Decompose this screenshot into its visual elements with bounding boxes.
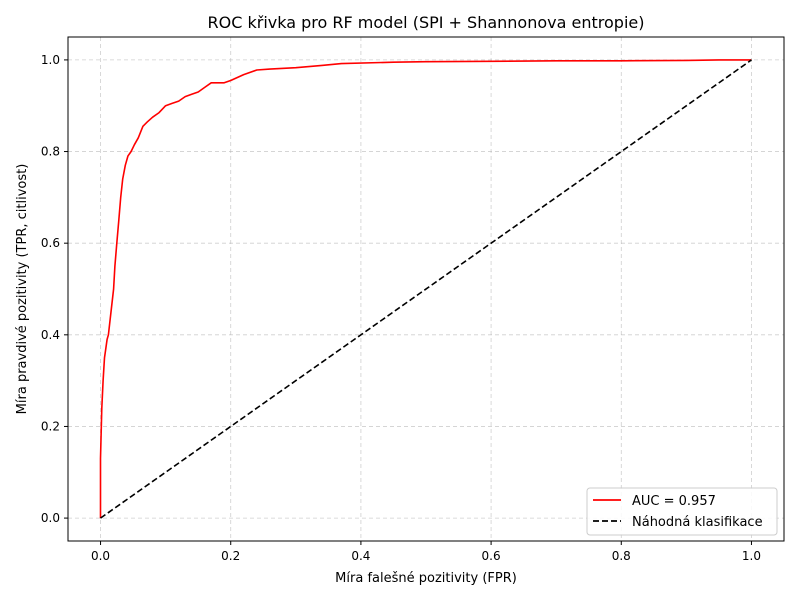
y-tick-label: 0.4 — [41, 328, 60, 342]
y-axis-label: Míra pravdivé pozitivity (TPR, citlivost… — [15, 164, 30, 415]
x-tick-label: 0.0 — [91, 549, 110, 563]
random-baseline-line — [100, 59, 752, 519]
plot-frame — [67, 36, 785, 542]
x-tick-label: 0.6 — [482, 549, 501, 563]
y-tick-label: 0.8 — [41, 145, 60, 159]
legend-label-auc: AUC = 0.957 — [632, 494, 716, 509]
x-axis-label: Míra falešné pozitivity (FPR) — [335, 571, 517, 586]
x-tick-label: 0.2 — [221, 549, 240, 563]
grid — [68, 37, 784, 541]
y-tick-label: 0.2 — [41, 419, 60, 433]
y-tick-label: 1.0 — [41, 53, 60, 67]
y-tick-label: 0.0 — [41, 511, 60, 525]
legend-label-random: Náhodná klasifikace — [632, 515, 763, 530]
x-tick-label: 1.0 — [742, 549, 761, 563]
roc-curve-line — [99, 59, 752, 519]
x-tick-label: 0.4 — [351, 549, 370, 563]
x-axis: 0.0 0.2 0.4 0.6 0.8 1.0 — [91, 541, 761, 563]
y-axis: 0.0 0.2 0.4 0.6 0.8 1.0 — [41, 53, 68, 525]
chart-title: ROC křivka pro RF model (SPI + Shannonov… — [208, 13, 645, 32]
legend-box — [586, 487, 778, 536]
x-tick-label: 0.8 — [612, 549, 631, 563]
y-tick-label: 0.6 — [41, 236, 60, 250]
series-layer — [99, 59, 752, 519]
legend: AUC = 0.957 Náhodná klasifikace — [586, 487, 778, 536]
